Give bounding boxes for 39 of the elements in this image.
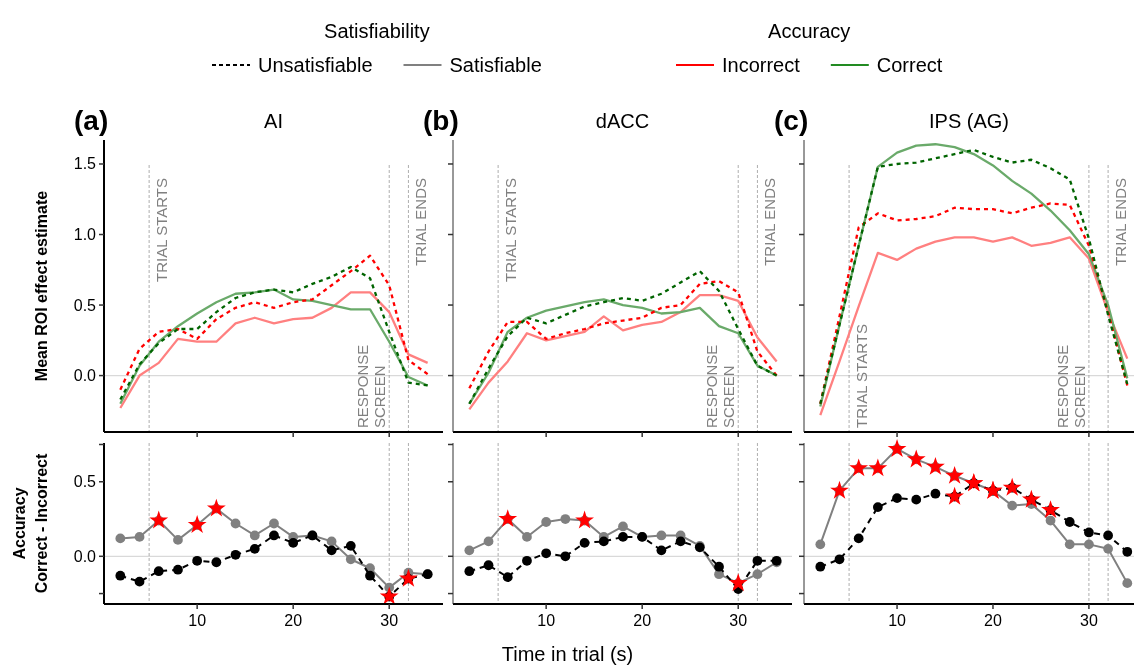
x-tick-label: 10 xyxy=(537,612,556,629)
x-tick-label: 10 xyxy=(188,612,207,629)
ref-line-label: TRIAL STARTS xyxy=(502,178,520,282)
x-tick-label: 30 xyxy=(729,612,748,629)
chart-title: AI xyxy=(264,110,283,132)
text: (a) xyxy=(74,105,109,136)
legend-label: Satisfiable xyxy=(449,54,542,76)
y-tick-label: 0.0 xyxy=(73,547,97,565)
y-tick-label: 0.5 xyxy=(73,473,97,491)
x-tick-label: 30 xyxy=(380,612,399,629)
ref-line-label: RESPONSE SCREEN xyxy=(1053,344,1088,428)
ref-line-label: TRIAL STARTS xyxy=(153,178,171,282)
legend-label: Correct xyxy=(876,54,943,76)
ref-line-label: TRIAL ENDS xyxy=(412,178,430,266)
y-axis-title: Mean ROI effect estimate xyxy=(33,190,50,382)
ref-line-label: TRIAL ENDS xyxy=(1112,178,1130,266)
x-tick-label: 10 xyxy=(888,612,907,629)
chart-title: dACC xyxy=(595,110,650,132)
chart-title: IPS (AG) xyxy=(928,110,1010,132)
ref-line-label: RESPONSE SCREEN xyxy=(354,344,389,428)
ref-line-label: TRIAL ENDS xyxy=(761,178,779,266)
legend-title: Accuracy xyxy=(768,20,851,42)
legend-title: Satisfiability xyxy=(324,20,430,42)
x-tick-label: 20 xyxy=(633,612,652,629)
legend-label: Incorrect xyxy=(722,54,801,76)
x-axis-title: Time in trial (s) xyxy=(501,643,634,665)
y-tick-label: 0.0 xyxy=(73,367,97,385)
legend-label: Unsatisfiable xyxy=(258,54,373,76)
ref-line-label: TRIAL STARTS xyxy=(853,324,871,428)
y-tick-label: 0.5 xyxy=(73,296,97,314)
y-tick-label: 1.0 xyxy=(73,226,97,244)
x-tick-label: 30 xyxy=(1080,612,1098,629)
y-tick-label: 1.5 xyxy=(73,155,97,173)
text: (c) xyxy=(774,105,809,136)
y-axis-title: Accuracy Correct - Incorrect xyxy=(11,453,50,594)
text: (b) xyxy=(423,105,459,136)
ref-line-label: RESPONSE SCREEN xyxy=(703,344,738,428)
x-tick-label: 20 xyxy=(984,612,1002,629)
x-tick-label: 20 xyxy=(284,612,303,629)
